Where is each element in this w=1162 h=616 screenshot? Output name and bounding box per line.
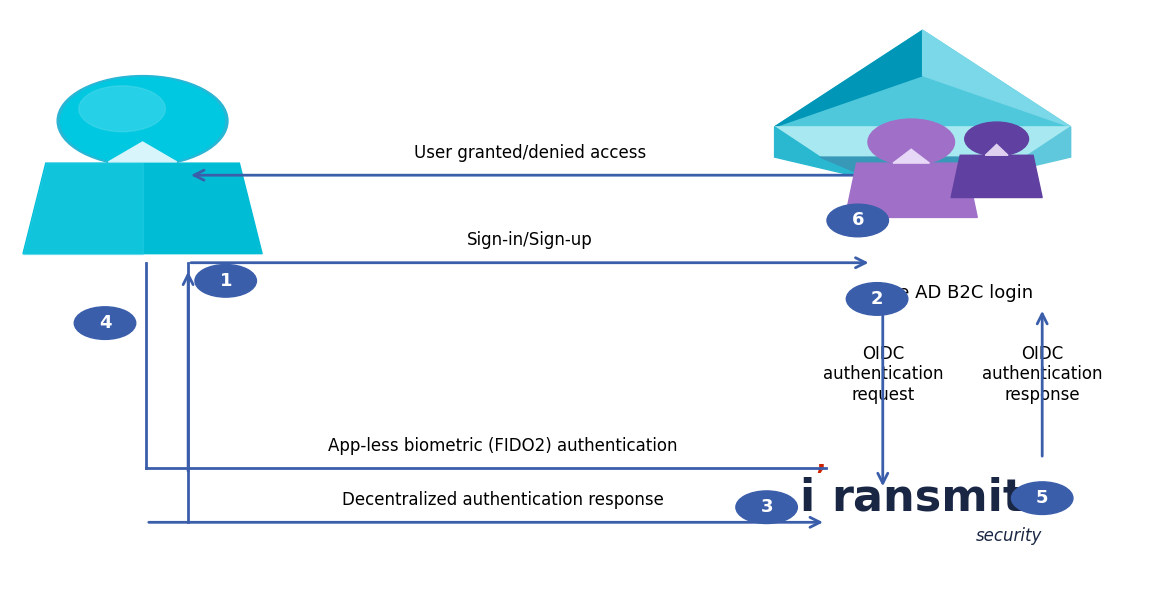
- Text: Decentralized authentication response: Decentralized authentication response: [342, 491, 664, 509]
- Polygon shape: [775, 30, 1070, 127]
- Text: User granted/denied access: User granted/denied access: [414, 144, 646, 162]
- Circle shape: [846, 283, 908, 315]
- Circle shape: [1011, 482, 1073, 514]
- Polygon shape: [845, 163, 977, 217]
- Polygon shape: [968, 127, 1070, 181]
- Polygon shape: [775, 127, 1070, 157]
- Circle shape: [60, 78, 224, 164]
- Circle shape: [195, 264, 257, 297]
- Text: Azure AD B2C login: Azure AD B2C login: [858, 284, 1033, 302]
- Text: 3: 3: [760, 498, 773, 516]
- Polygon shape: [894, 149, 930, 163]
- Text: 6: 6: [852, 211, 865, 230]
- Text: security: security: [976, 527, 1042, 545]
- Circle shape: [736, 491, 797, 524]
- Polygon shape: [23, 163, 263, 254]
- Polygon shape: [923, 30, 1070, 127]
- Polygon shape: [775, 30, 923, 127]
- Circle shape: [57, 76, 228, 166]
- Text: Sign-in/Sign-up: Sign-in/Sign-up: [467, 232, 593, 249]
- Text: OIDC
authentication
request: OIDC authentication request: [823, 344, 944, 404]
- Text: OIDC
authentication
response: OIDC authentication response: [982, 344, 1103, 404]
- Text: i: i: [799, 477, 815, 520]
- Circle shape: [79, 86, 165, 132]
- Circle shape: [74, 307, 136, 339]
- Text: ransmit: ransmit: [832, 477, 1025, 520]
- Polygon shape: [23, 163, 143, 254]
- Text: 1: 1: [220, 272, 232, 290]
- Text: 2: 2: [870, 290, 883, 308]
- Text: 4: 4: [99, 314, 112, 332]
- Text: App-less biometric (FIDO2) authentication: App-less biometric (FIDO2) authenticatio…: [328, 437, 677, 455]
- Polygon shape: [108, 142, 177, 162]
- Circle shape: [964, 122, 1028, 156]
- Polygon shape: [985, 144, 1009, 155]
- Polygon shape: [951, 155, 1042, 198]
- Polygon shape: [775, 127, 877, 181]
- Circle shape: [868, 119, 954, 165]
- Circle shape: [827, 204, 889, 237]
- Polygon shape: [820, 157, 1025, 181]
- Text: ’: ’: [815, 463, 825, 491]
- Text: 5: 5: [1037, 489, 1048, 507]
